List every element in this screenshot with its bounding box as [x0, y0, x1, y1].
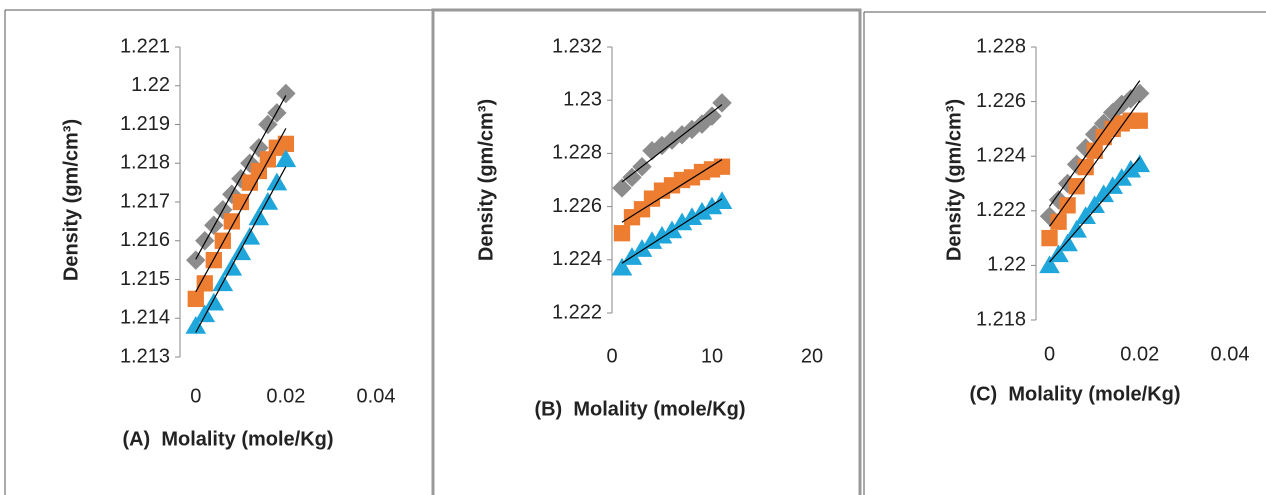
x-axis-label: (C) Molality (mole/Kg) [969, 383, 1180, 405]
trendline [621, 159, 723, 223]
x-tick-label: 0.04 [1211, 343, 1250, 365]
marker [214, 232, 231, 249]
y-tick-label: 1.215 [120, 268, 170, 290]
marker [613, 225, 631, 242]
x-tick-label: 0 [190, 385, 201, 407]
marker [1131, 112, 1148, 129]
marker [611, 257, 633, 276]
marker [702, 106, 722, 126]
y-axis-label: Density (gm/cm³) [475, 99, 497, 261]
x-tick-label: 0 [1044, 343, 1055, 365]
x-axis-label: (B) Molality (mole/Kg) [534, 398, 745, 420]
marker [711, 191, 733, 209]
marker [194, 304, 216, 323]
x-tick-label: 10 [701, 345, 723, 367]
x-tick-label: 0.02 [266, 385, 305, 407]
marker [185, 316, 207, 334]
marker [1039, 255, 1060, 274]
marker [187, 290, 204, 308]
y-tick-label: 1.226 [976, 90, 1026, 112]
y-tick-label: 1.222 [552, 301, 602, 323]
x-tick-label: 0 [606, 345, 617, 367]
x-tick-label: 20 [801, 345, 823, 367]
trendline [1049, 157, 1141, 263]
marker [1077, 158, 1094, 176]
trendline [621, 198, 723, 264]
marker [186, 250, 206, 270]
x-tick-label: 0.02 [1120, 343, 1159, 365]
marker [622, 167, 642, 188]
y-tick-label: 1.216 [120, 229, 170, 251]
marker [713, 158, 731, 175]
y-tick-label: 1.218 [120, 152, 170, 174]
marker [612, 178, 632, 198]
marker [1066, 219, 1087, 238]
marker [223, 213, 240, 230]
y-tick-label: 1.214 [120, 307, 170, 329]
x-axis-label: (A) Molality (mole/Kg) [122, 428, 333, 450]
marker [195, 231, 215, 251]
marker [1068, 178, 1085, 195]
y-tick-label: 1.213 [120, 345, 170, 367]
y-axis-label: Density (gm/cm³) [60, 119, 82, 281]
y-tick-label: 1.228 [976, 35, 1026, 57]
trendline [621, 104, 723, 183]
y-tick-label: 1.232 [552, 35, 602, 57]
trendline [195, 166, 287, 333]
marker [1130, 83, 1150, 104]
y-tick-label: 1.23 [563, 88, 602, 110]
marker [230, 242, 252, 261]
marker [1059, 197, 1076, 214]
y-tick-label: 1.224 [976, 144, 1026, 166]
y-tick-label: 1.219 [120, 113, 170, 135]
marker [266, 172, 288, 191]
marker [239, 226, 261, 245]
trendline [1049, 100, 1141, 227]
panel-border [431, 8, 862, 495]
marker [275, 149, 297, 168]
y-tick-label: 1.22 [131, 74, 170, 96]
marker [1041, 229, 1058, 247]
y-tick-label: 1.217 [120, 190, 170, 212]
trendline [195, 128, 287, 293]
trendline [195, 95, 287, 260]
marker [257, 192, 279, 210]
y-tick-label: 1.226 [552, 195, 602, 217]
y-tick-label: 1.222 [976, 199, 1026, 221]
y-tick-label: 1.228 [552, 142, 602, 164]
y-tick-label: 1.224 [552, 248, 602, 270]
marker [276, 83, 296, 104]
marker [203, 292, 225, 311]
marker [232, 193, 249, 211]
y-tick-label: 1.22 [987, 254, 1026, 276]
trendline [1049, 80, 1141, 207]
y-tick-label: 1.221 [120, 35, 170, 57]
y-tick-label: 1.218 [976, 308, 1026, 330]
y-axis-label: Density (gm/cm³) [943, 99, 965, 261]
x-tick-label: 0.04 [357, 385, 396, 407]
marker [196, 275, 213, 292]
